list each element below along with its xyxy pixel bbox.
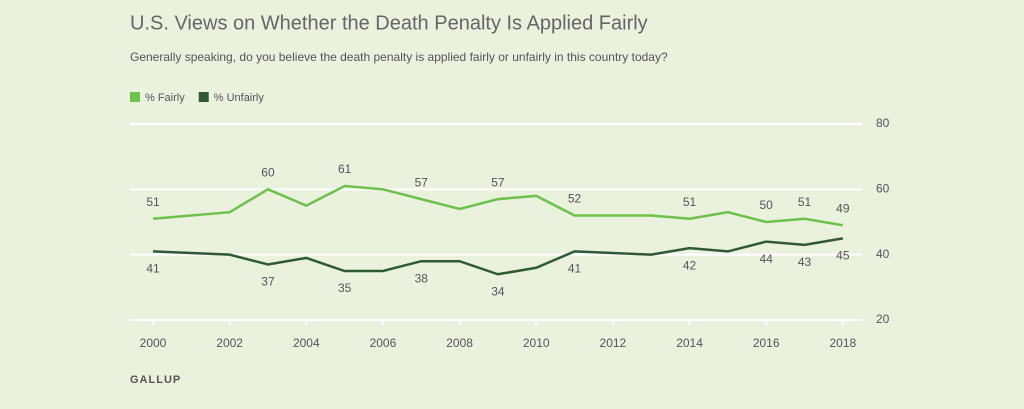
x-tick-label: 2004 bbox=[293, 336, 320, 350]
x-tick-label: 2010 bbox=[523, 336, 550, 350]
legend-label: % Fairly bbox=[145, 92, 185, 104]
data-label: 50 bbox=[760, 198, 774, 212]
data-label: 41 bbox=[568, 262, 582, 276]
chart-title: U.S. Views on Whether the Death Penalty … bbox=[130, 12, 648, 34]
data-label: 45 bbox=[836, 249, 850, 263]
series-line bbox=[152, 237, 844, 276]
data-label: 37 bbox=[261, 275, 275, 289]
data-label: 34 bbox=[491, 284, 505, 298]
y-tick-label: 60 bbox=[876, 182, 890, 196]
data-label: 60 bbox=[261, 166, 275, 180]
legend-swatch bbox=[198, 92, 209, 102]
x-tick-label: 2008 bbox=[446, 336, 473, 350]
source: GALLUP bbox=[130, 374, 181, 386]
data-label: 35 bbox=[338, 281, 352, 295]
data-label: 38 bbox=[415, 271, 429, 285]
x-tick-label: 2006 bbox=[370, 336, 397, 350]
legend-swatch bbox=[130, 92, 140, 102]
series-line bbox=[152, 184, 844, 227]
y-tick-label: 40 bbox=[876, 247, 890, 261]
data-label: 51 bbox=[798, 195, 812, 209]
data-label: 44 bbox=[760, 252, 774, 266]
data-label: 42 bbox=[683, 258, 697, 272]
data-label: 57 bbox=[491, 175, 505, 189]
data-label: 49 bbox=[836, 201, 850, 215]
data-label: 41 bbox=[146, 262, 160, 276]
x-tick-label: 2016 bbox=[753, 336, 780, 350]
data-label: 51 bbox=[146, 195, 160, 209]
data-label: 61 bbox=[338, 162, 352, 176]
legend-label: % Unfairly bbox=[214, 92, 265, 104]
x-tick-label: 2012 bbox=[600, 336, 627, 350]
data-label: 43 bbox=[798, 255, 812, 269]
x-tick-label: 2000 bbox=[140, 336, 167, 350]
y-tick-label: 80 bbox=[876, 116, 890, 130]
chart-subtitle: Generally speaking, do you believe the d… bbox=[130, 50, 668, 64]
x-tick-label: 2002 bbox=[216, 336, 243, 350]
data-label: 51 bbox=[683, 195, 697, 209]
data-label: 57 bbox=[415, 175, 429, 189]
y-tick-label: 20 bbox=[876, 312, 890, 326]
x-tick-label: 2014 bbox=[676, 336, 703, 350]
data-label: 52 bbox=[568, 192, 582, 206]
x-tick-label: 2018 bbox=[829, 336, 856, 350]
